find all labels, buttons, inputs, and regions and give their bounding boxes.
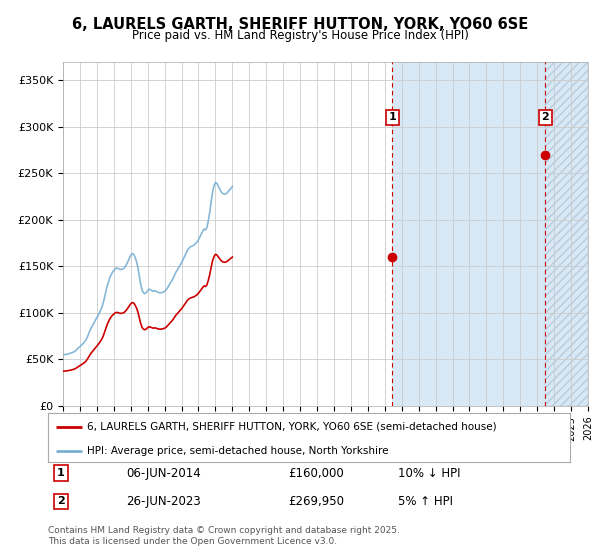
Text: 26-JUN-2023: 26-JUN-2023 <box>127 495 201 508</box>
Text: 2: 2 <box>542 113 550 123</box>
Text: Price paid vs. HM Land Registry's House Price Index (HPI): Price paid vs. HM Land Registry's House … <box>131 29 469 42</box>
Bar <box>392 62 545 406</box>
Text: 6, LAURELS GARTH, SHERIFF HUTTON, YORK, YO60 6SE: 6, LAURELS GARTH, SHERIFF HUTTON, YORK, … <box>72 17 528 32</box>
Text: 1: 1 <box>57 468 65 478</box>
Bar <box>545 62 588 406</box>
Text: HPI: Average price, semi-detached house, North Yorkshire: HPI: Average price, semi-detached house,… <box>87 446 389 456</box>
Text: 6, LAURELS GARTH, SHERIFF HUTTON, YORK, YO60 6SE (semi-detached house): 6, LAURELS GARTH, SHERIFF HUTTON, YORK, … <box>87 422 497 432</box>
Text: Contains HM Land Registry data © Crown copyright and database right 2025.
This d: Contains HM Land Registry data © Crown c… <box>48 526 400 546</box>
Text: £160,000: £160,000 <box>288 466 344 479</box>
Text: 1: 1 <box>388 113 396 123</box>
Text: 5% ↑ HPI: 5% ↑ HPI <box>398 495 453 508</box>
Text: 2: 2 <box>57 496 65 506</box>
Text: 06-JUN-2014: 06-JUN-2014 <box>127 466 201 479</box>
Text: £269,950: £269,950 <box>288 495 344 508</box>
Text: 10% ↓ HPI: 10% ↓ HPI <box>398 466 460 479</box>
